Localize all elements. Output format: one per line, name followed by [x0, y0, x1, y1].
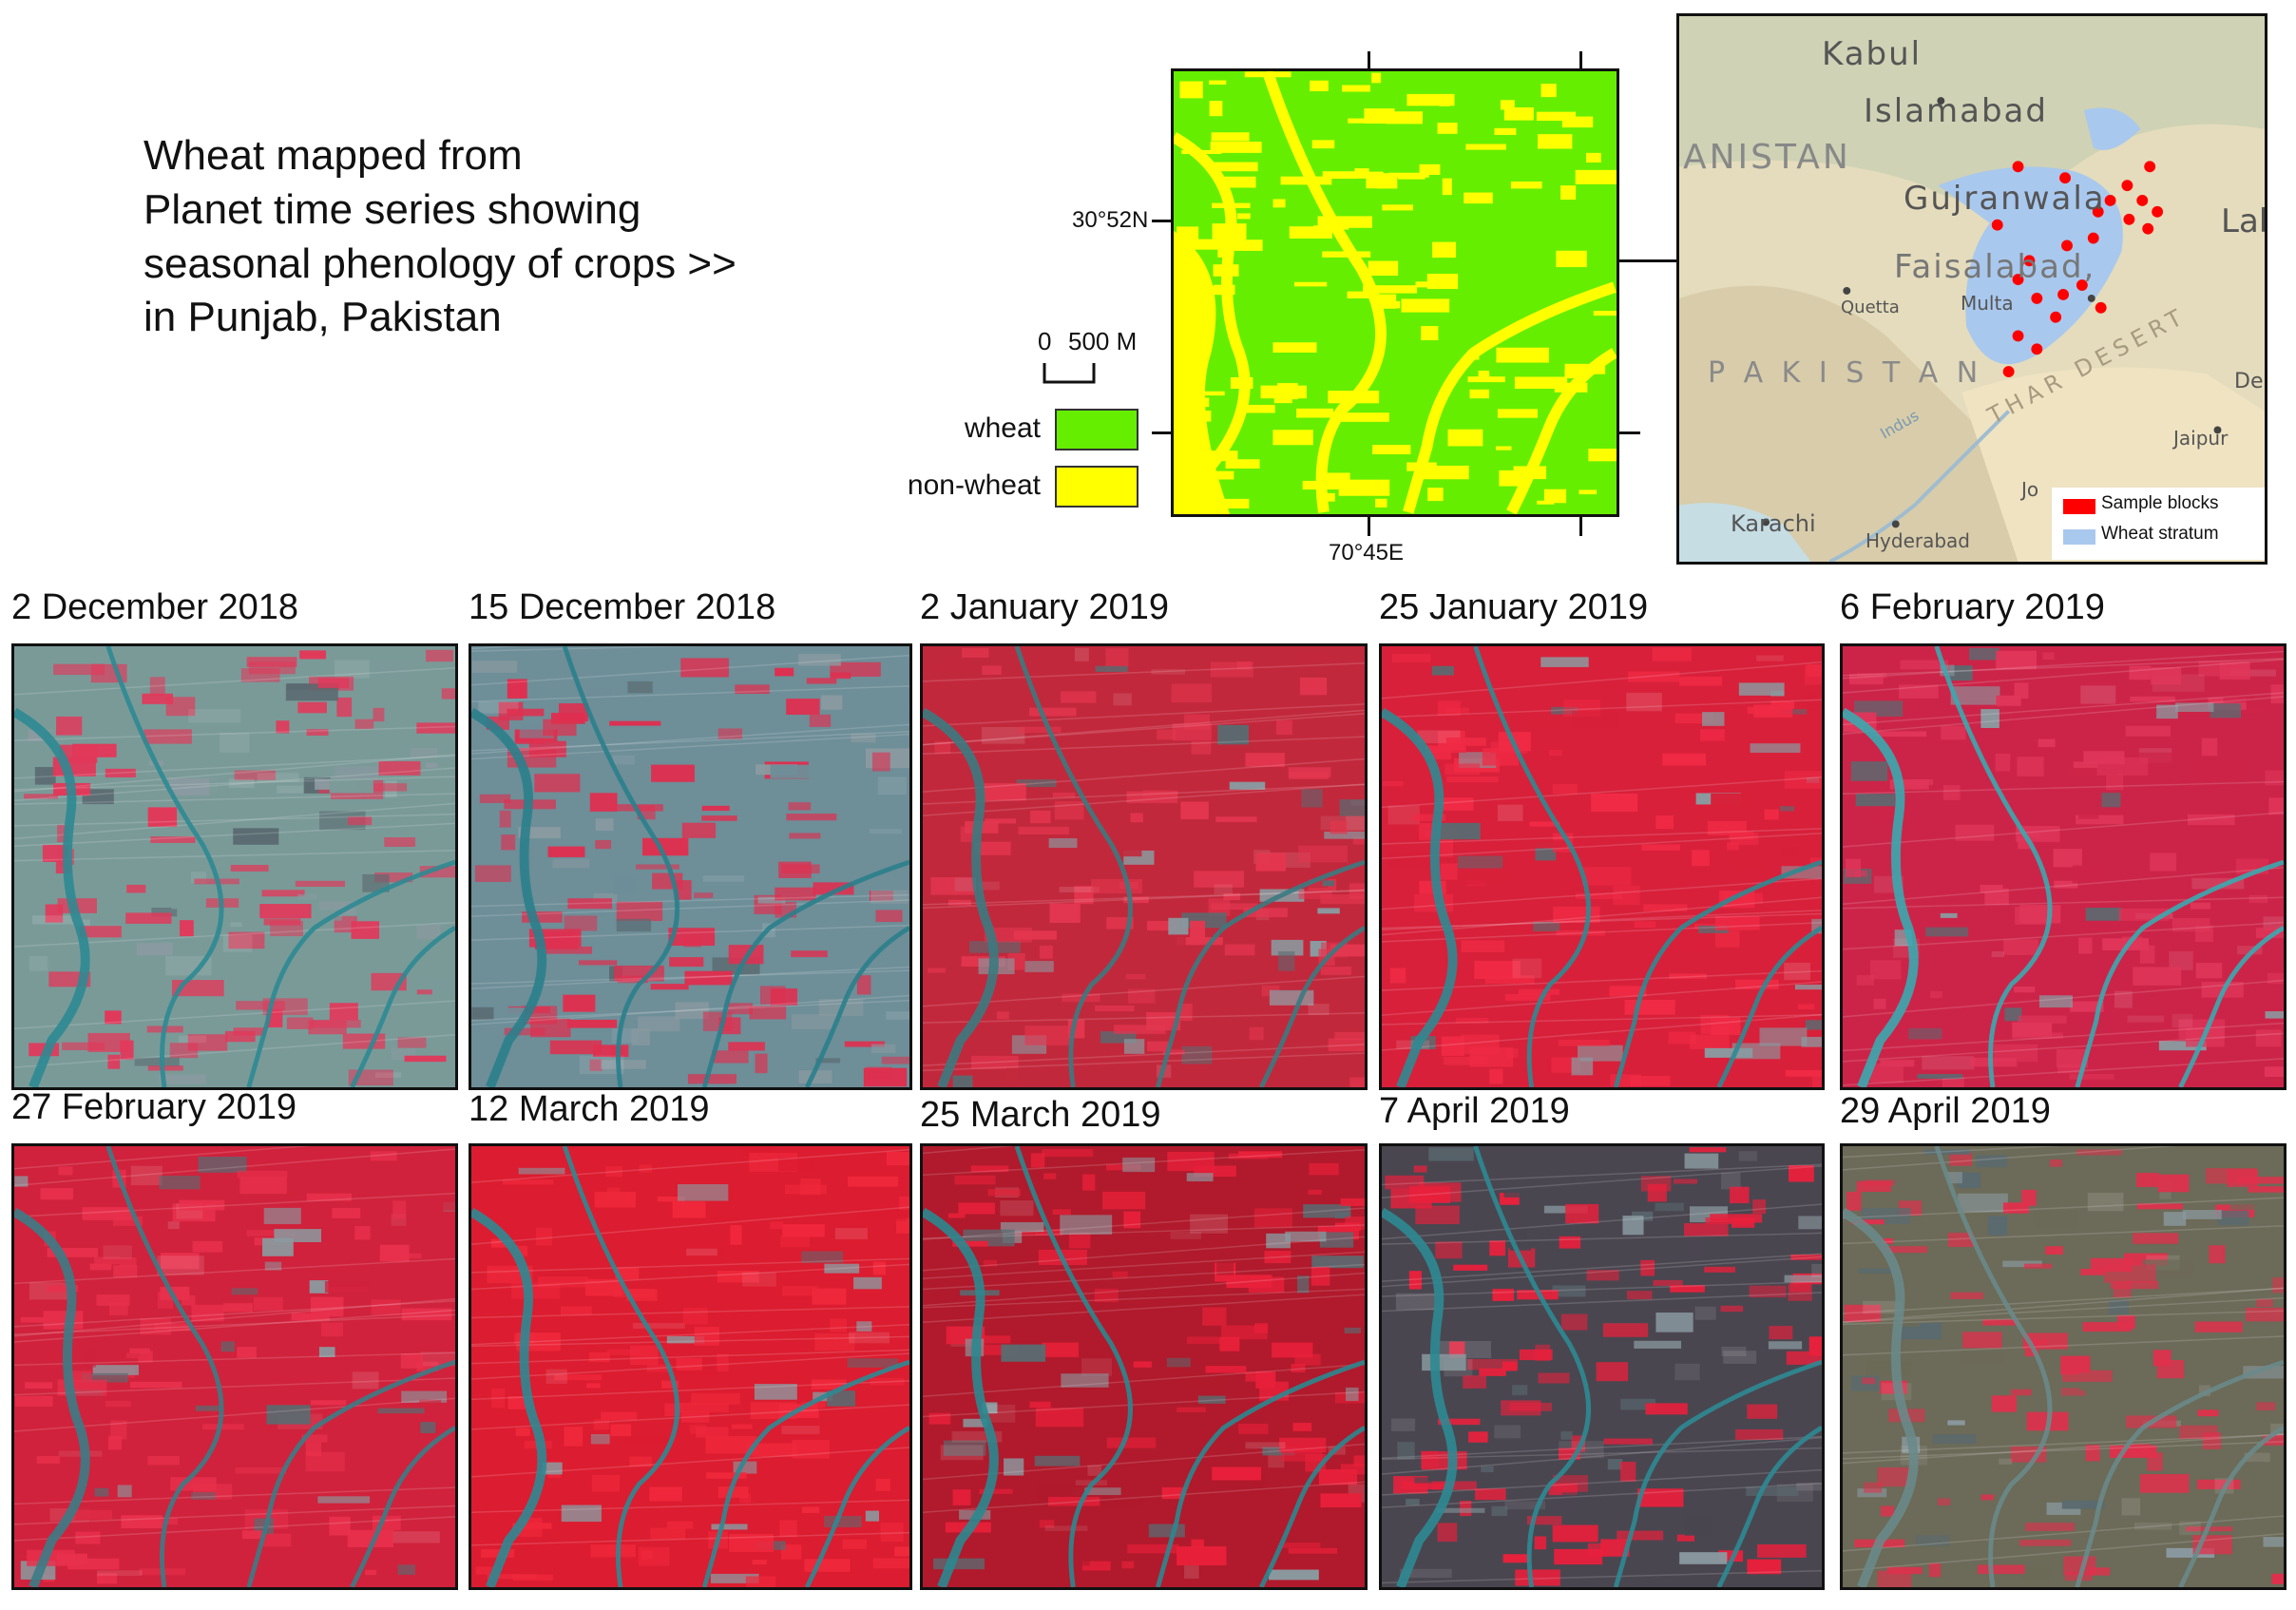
- place-quetta: Quetta: [1841, 297, 1900, 317]
- scale-zero: 0: [1038, 327, 1052, 355]
- inset-legend-sample-swatch: [2063, 499, 2095, 514]
- place-jaipur: Jaipur: [2173, 427, 2229, 450]
- wheat-map: [1171, 68, 1619, 517]
- date-label-10: 29 April 2019: [1840, 1091, 2051, 1131]
- scale-bar: [1043, 363, 1096, 384]
- place-kabul: Kabul: [1822, 35, 1923, 73]
- satellite-tile-5: [1840, 643, 2286, 1090]
- place-de: De: [2234, 370, 2264, 393]
- inset-legend: Sample blocks Wheat stratum: [2052, 488, 2265, 560]
- place-multan: Multa: [1961, 292, 2014, 315]
- satellite-tile-9: [1379, 1143, 1825, 1590]
- place-lahore: Lal: [2221, 202, 2267, 240]
- title-line-3: seasonal phenology of crops >>: [144, 240, 737, 287]
- legend-wheat-label: wheat: [964, 412, 1041, 444]
- inset-legend-stratum-swatch: [2063, 529, 2095, 545]
- satellite-tile-4: [1379, 643, 1825, 1090]
- place-hyderabad: Hyderabad: [1866, 529, 1970, 552]
- lon-tick-bottom: [1368, 517, 1370, 536]
- legend-nonwheat-swatch: [1055, 466, 1138, 508]
- satellite-tile-3: [920, 643, 1368, 1090]
- lon-tick-top-2: [1579, 51, 1582, 70]
- place-faisalabad: Faisalabad,: [1894, 248, 2096, 286]
- title-line-1: Wheat mapped from: [144, 132, 523, 179]
- latitude-label: 30°52N: [1072, 207, 1149, 233]
- satellite-tile-2: [469, 643, 912, 1090]
- place-gujranwala: Gujranwala: [1904, 180, 2106, 218]
- satellite-tile-8: [920, 1143, 1368, 1590]
- place-afghanistan: ANISTAN: [1683, 138, 1851, 177]
- date-label-4: 25 January 2019: [1379, 587, 1649, 627]
- place-jo: Jo: [2021, 478, 2039, 501]
- date-label-8: 25 March 2019: [920, 1095, 1161, 1135]
- satellite-tile-10: [1840, 1143, 2286, 1590]
- lat-tick-left-2: [1152, 431, 1173, 434]
- lat-tick-right: [1619, 431, 1640, 434]
- place-pakistan: P A K I S T A N: [1708, 356, 1983, 390]
- date-label-2: 15 December 2018: [469, 587, 776, 627]
- date-label-3: 2 January 2019: [920, 587, 1169, 627]
- date-label-1: 2 December 2018: [11, 587, 299, 627]
- longitude-label: 70°45E: [1329, 540, 1404, 565]
- lon-tick-bottom-2: [1579, 517, 1582, 536]
- satellite-tile-6: [11, 1143, 458, 1590]
- date-label-6: 27 February 2019: [11, 1087, 297, 1127]
- lon-tick-top: [1368, 51, 1370, 70]
- title-line-2: Planet time series showing: [144, 186, 641, 233]
- date-label-5: 6 February 2019: [1840, 587, 2105, 627]
- place-islamabad: Islamabad: [1864, 92, 2048, 130]
- date-label-9: 7 April 2019: [1379, 1091, 1570, 1131]
- place-karachi: Karachi: [1731, 510, 1816, 537]
- date-label-7: 12 March 2019: [469, 1089, 710, 1129]
- inset-legend-sample-label: Sample blocks: [2101, 493, 2219, 513]
- satellite-tile-1: [11, 643, 458, 1090]
- lat-tick-left: [1152, 220, 1173, 222]
- title-line-4: in Punjab, Pakistan: [144, 294, 502, 340]
- legend-wheat-swatch: [1055, 409, 1138, 450]
- inset-legend-stratum-label: Wheat stratum: [2101, 524, 2219, 544]
- inset-map: Kabul Islamabad ANISTAN Gujranwala Lal F…: [1676, 13, 2267, 565]
- scale-dist: 500 M: [1068, 327, 1138, 355]
- satellite-tile-7: [469, 1143, 912, 1590]
- legend-nonwheat-label: non-wheat: [907, 470, 1041, 501]
